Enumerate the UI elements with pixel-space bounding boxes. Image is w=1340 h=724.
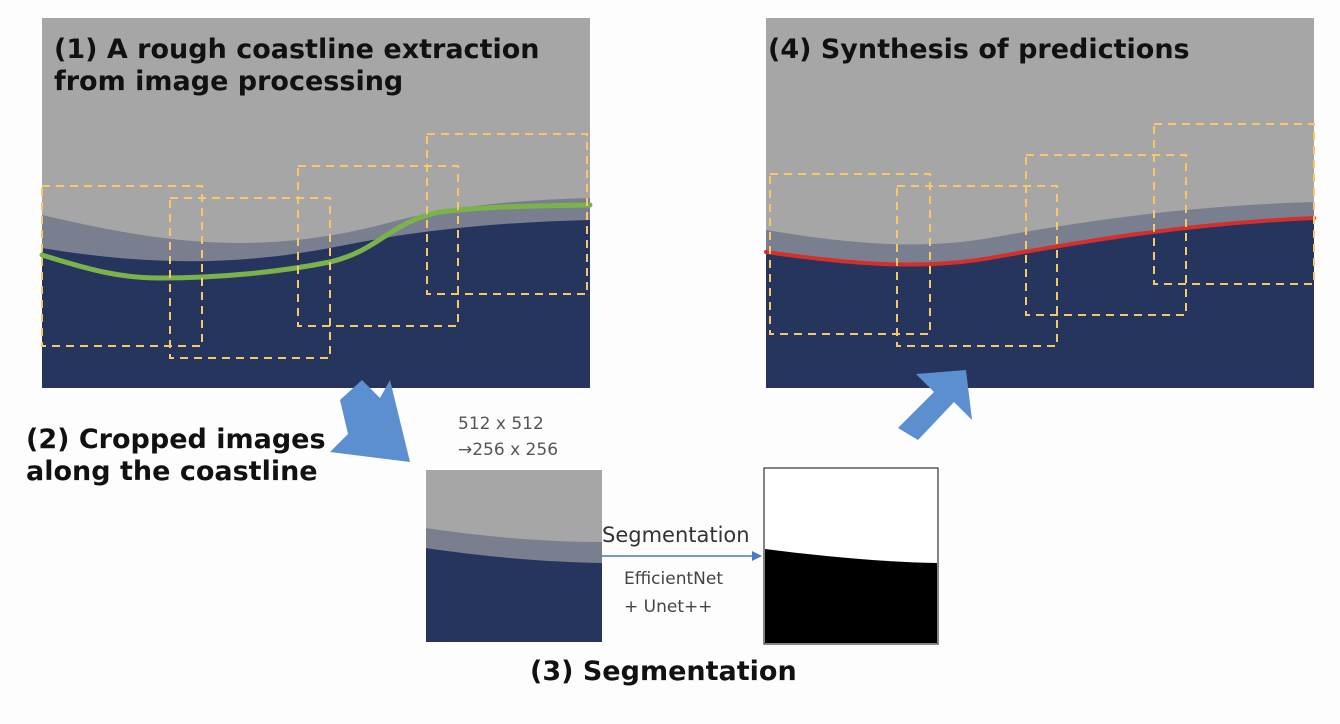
crop-size-resized: →256 x 256 <box>458 440 559 460</box>
crop-box <box>1025 154 1187 316</box>
crop-box <box>297 165 459 327</box>
panel4-sea <box>766 218 1314 388</box>
crop-box <box>1153 123 1315 285</box>
segmentation-label: Segmentation <box>602 523 750 547</box>
crop-box <box>169 197 331 359</box>
crop-box <box>769 173 931 335</box>
panel-rough-extraction <box>39 18 593 388</box>
predicted-coastline <box>764 216 1316 267</box>
mask-foreground <box>765 549 937 643</box>
step3-title: (3) Segmentation <box>530 656 797 687</box>
tile-sea <box>426 548 602 642</box>
panel4-crop-boxes <box>769 123 1315 347</box>
arrow-to-crop <box>330 380 410 462</box>
model-name-line1: EfficientNet <box>624 569 723 589</box>
model-name-line2: + Unet++ <box>624 597 713 617</box>
crop-box <box>426 133 588 295</box>
panel1-crop-boxes <box>41 133 588 359</box>
segmentation-arrow-head <box>752 551 762 561</box>
crop-box <box>896 185 1058 347</box>
segmentation-arrow <box>602 551 762 561</box>
segmentation-mask <box>763 467 939 645</box>
crop-box <box>41 185 203 347</box>
step2-title: (2) Cropped images along the coastline <box>26 424 326 488</box>
crop-size-original: 512 x 512 <box>458 414 544 434</box>
step4-title: (4) Synthesis of predictions <box>768 34 1190 65</box>
panel-synthesis <box>764 18 1316 388</box>
arrow-to-synthesis <box>898 370 972 440</box>
cropped-tile <box>426 470 602 642</box>
step1-title: (1) A rough coastline extraction from im… <box>54 34 540 98</box>
